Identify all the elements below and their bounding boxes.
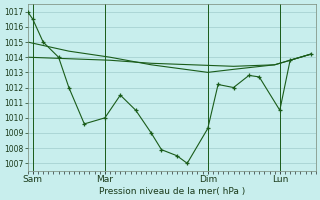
X-axis label: Pression niveau de la mer( hPa ): Pression niveau de la mer( hPa ) xyxy=(99,187,245,196)
